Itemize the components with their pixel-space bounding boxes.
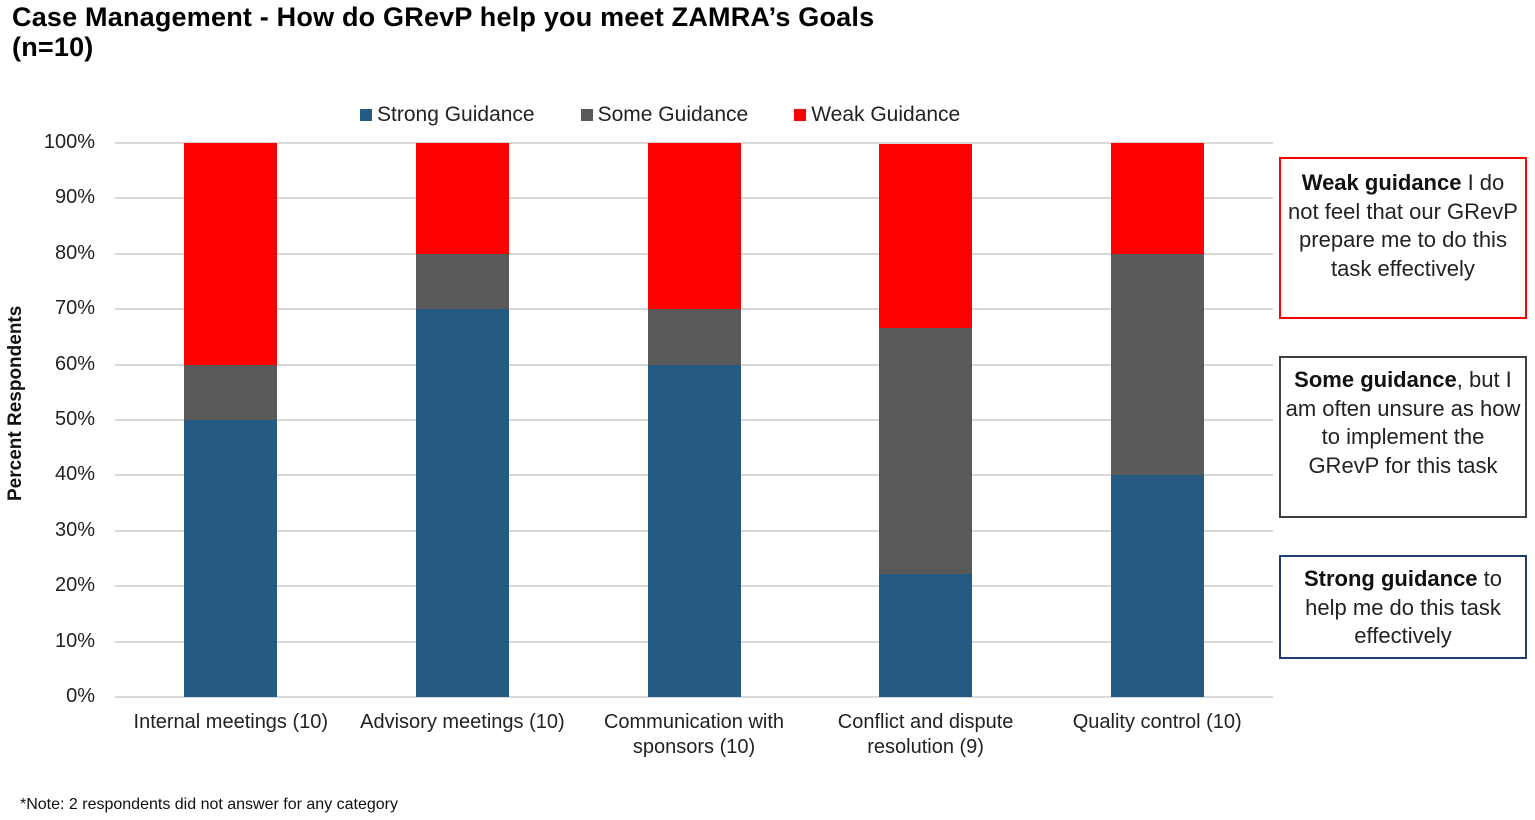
legend-label-strong: Strong Guidance [377,103,535,126]
y-tick-label: 10% [54,629,95,652]
bar-segment-strong-guidance [415,309,509,697]
stacked-bar [184,143,278,697]
annotation-weak-text: I do not feel that our GRevP prepare me … [1288,170,1518,281]
y-tick-label: 60% [54,352,95,375]
annotation-strong-guidance: Strong guidance to help me do this task … [1279,555,1527,659]
legend-item-some: Some Guidance [580,103,749,127]
y-tick-label: 40% [54,463,95,486]
x-tick-label: Quality control (10) [1072,711,1242,733]
bar-segment-strong-guidance [184,420,278,697]
annotation-strong-text: to help me do this task effectively [1305,566,1503,648]
bar-segment-strong-guidance [1110,475,1204,697]
y-tick-label: 100% [43,131,95,153]
bar-segment-weak-guidance [647,143,741,310]
legend-item-strong: Strong Guidance [360,103,535,127]
plot-area [115,142,1273,698]
stacked-bar [879,143,973,697]
bar-segment-weak-guidance [879,143,973,329]
bar-segment-some-guidance [879,328,973,575]
bar-segment-weak-guidance [415,143,509,254]
x-tick-label: Internal meetings (10) [133,711,329,733]
annotation-weak-guidance: Weak guidance I do not feel that our GRe… [1279,157,1527,319]
bar-segment-some-guidance [647,309,741,365]
bar-segment-strong-guidance [647,364,741,697]
stacked-bar [1110,143,1204,697]
y-tick-label: 30% [54,518,95,541]
y-tick-label: 0% [66,685,95,707]
chart-title-line-2: (n=10) [12,32,94,62]
stacked-bar [647,143,741,697]
bar-segment-weak-guidance [1110,143,1204,254]
annotation-strong-bold: Strong guidance [1303,566,1478,591]
annotation-some-bold: Some guidance [1294,367,1457,392]
legend-label-weak: Weak Guidance [811,103,961,126]
x-tick-label: Advisory meetings (10) [360,711,565,733]
chart-title-line-1: Case Management - How do GRevP help you … [12,2,875,32]
bar-segment-some-guidance [415,253,509,310]
legend-item-weak: Weak Guidance [794,103,960,127]
x-tick-label: Conflict and dispute resolution (9) [837,711,1014,758]
annotation-weak-bold: Weak guidance [1301,170,1462,195]
footnote: *Note: 2 respondents did not answer for … [20,796,398,813]
legend-swatch-strong-icon [360,109,372,121]
gridline [115,142,1273,144]
annotation-some-text: , but I am often unsure as how to implem… [1285,367,1521,478]
bar-segment-some-guidance [1110,253,1204,476]
y-tick-label: 20% [54,574,95,597]
stacked-bar [415,143,509,697]
y-tick-label: 50% [54,408,95,430]
bar-segment-some-guidance [184,364,278,420]
chart-legend: Strong Guidance Some Guidance Weak Guida… [360,102,1006,128]
bar-segment-weak-guidance [184,143,278,365]
annotation-some-guidance: Some guidance, but I am often unsure as … [1279,356,1527,518]
legend-swatch-weak-icon [794,109,807,121]
gridline [115,696,1273,698]
y-tick-label: 90% [54,186,95,209]
legend-label-some: Some Guidance [597,103,749,126]
chart-title: Case Management - How do GRevP help you … [12,2,874,62]
x-tick-label: Communication with sponsors (10) [603,711,785,758]
legend-swatch-some-icon [580,109,593,121]
y-tick-label: 70% [54,297,95,320]
y-tick-label: 80% [54,241,95,264]
bar-segment-strong-guidance [879,574,973,697]
